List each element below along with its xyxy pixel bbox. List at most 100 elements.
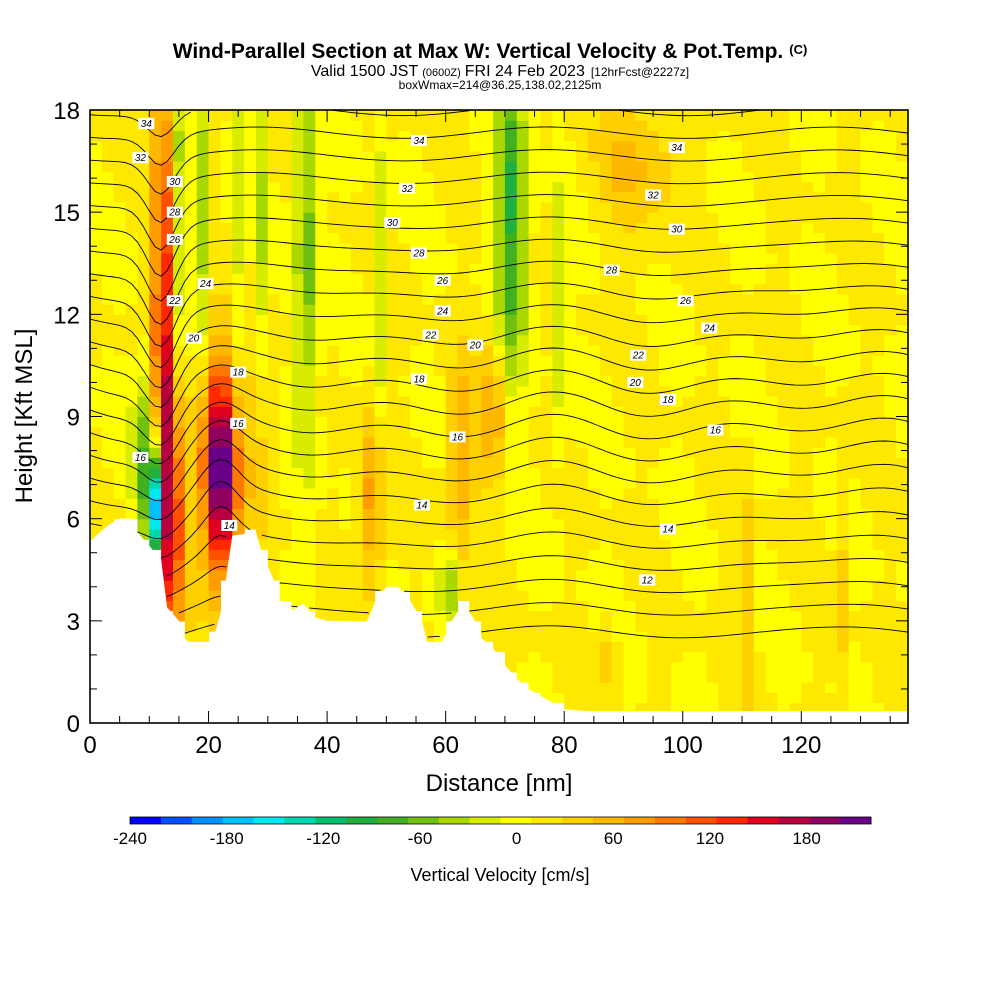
velocity-cell: [90, 201, 103, 213]
velocity-cell: [267, 416, 281, 428]
velocity-cell: [587, 528, 601, 540]
velocity-cell: [125, 355, 139, 367]
contour-label: 16: [132, 451, 149, 464]
velocity-cell: [232, 161, 245, 172]
velocity-cell: [255, 498, 269, 510]
velocity-cell: [825, 375, 838, 387]
velocity-cell: [753, 314, 767, 326]
velocity-cell: [267, 549, 281, 561]
velocity-cell: [90, 191, 103, 203]
velocity-cell: [682, 436, 696, 448]
velocity-cell: [706, 498, 719, 510]
velocity-cell: [504, 467, 518, 479]
velocity-cell: [860, 702, 874, 714]
velocity-cell: [848, 344, 862, 356]
velocity-cell: [101, 436, 115, 448]
velocity-cell: [635, 324, 648, 336]
velocity-cell: [350, 569, 364, 581]
velocity-cell: [244, 304, 257, 315]
velocity-cell: [753, 651, 767, 663]
velocity-cell: [599, 304, 613, 315]
velocity-cell: [516, 436, 530, 448]
velocity-cell: [421, 201, 435, 213]
velocity-cell: [528, 375, 542, 387]
velocity-cell: [315, 457, 328, 469]
velocity-cell: [872, 242, 885, 254]
velocity-cell: [706, 579, 719, 591]
velocity-cell: [635, 110, 648, 121]
velocity-cell: [374, 447, 387, 458]
velocity-cell: [884, 498, 897, 510]
velocity-cell: [682, 610, 696, 622]
velocity-cell: [777, 191, 791, 203]
velocity-cell: [350, 314, 364, 326]
contour-label-text: 22: [424, 330, 437, 341]
velocity-cell: [279, 222, 293, 234]
velocity-cell: [647, 334, 660, 346]
velocity-cell: [528, 385, 542, 397]
velocity-cell: [848, 692, 862, 704]
velocity-cell: [315, 528, 328, 540]
velocity-cell: [255, 293, 269, 305]
velocity-cell: [576, 191, 589, 203]
velocity-cell: [742, 273, 755, 285]
velocity-cell: [433, 293, 447, 305]
velocity-cell: [350, 201, 364, 213]
velocity-cell: [244, 385, 257, 397]
velocity-cell: [813, 610, 826, 622]
velocity-cell: [267, 498, 281, 510]
velocity-cell: [184, 201, 198, 213]
velocity-cell: [718, 304, 731, 315]
velocity-cell: [623, 508, 636, 520]
velocity-cell: [445, 488, 459, 499]
velocity-cell: [670, 477, 684, 489]
velocity-cell: [564, 130, 577, 142]
velocity-cell: [137, 406, 150, 418]
velocity-cell: [90, 344, 103, 356]
contour-label: 20: [185, 332, 202, 345]
velocity-cell: [196, 457, 210, 469]
velocity-cell: [516, 528, 530, 540]
velocity-cell: [789, 283, 802, 295]
velocity-cell: [730, 344, 743, 356]
velocity-cell: [753, 426, 767, 438]
isentrope-line: [89, 364, 909, 427]
velocity-cell: [469, 222, 482, 234]
velocity-cell: [718, 293, 731, 305]
velocity-cell: [836, 396, 850, 407]
velocity-cell: [599, 314, 613, 326]
velocity-cell: [113, 171, 127, 183]
velocity-cell: [647, 467, 660, 479]
velocity-cell: [386, 549, 399, 561]
velocity-cell: [172, 365, 186, 377]
velocity-cell: [504, 273, 518, 285]
velocity-cell: [315, 304, 328, 315]
velocity-cell: [872, 110, 885, 121]
colorbar-swatch: [130, 817, 162, 824]
velocity-cell: [848, 549, 862, 561]
velocity-cell: [753, 682, 767, 693]
velocity-cell: [599, 324, 613, 336]
velocity-cell: [362, 610, 376, 622]
velocity-cell: [149, 416, 162, 428]
velocity-cell: [196, 447, 210, 458]
velocity-cell: [706, 651, 719, 663]
isentrope-line: [89, 438, 909, 502]
velocity-cell: [730, 365, 743, 377]
velocity-cell: [896, 253, 909, 264]
velocity-cell: [540, 600, 553, 612]
velocity-cell: [836, 110, 850, 121]
velocity-cell: [338, 283, 352, 295]
velocity-cell: [552, 283, 565, 295]
velocity-cell: [137, 396, 150, 407]
velocity-cell: [504, 110, 518, 121]
velocity-cell: [635, 201, 648, 213]
velocity-cell: [564, 253, 577, 264]
velocity-cell: [730, 631, 743, 642]
velocity-cell: [848, 171, 862, 183]
velocity-cell: [255, 355, 269, 367]
velocity-cell: [694, 375, 708, 387]
velocity-cell: [564, 406, 577, 418]
velocity-cell: [848, 396, 862, 407]
velocity-cell: [457, 283, 470, 295]
